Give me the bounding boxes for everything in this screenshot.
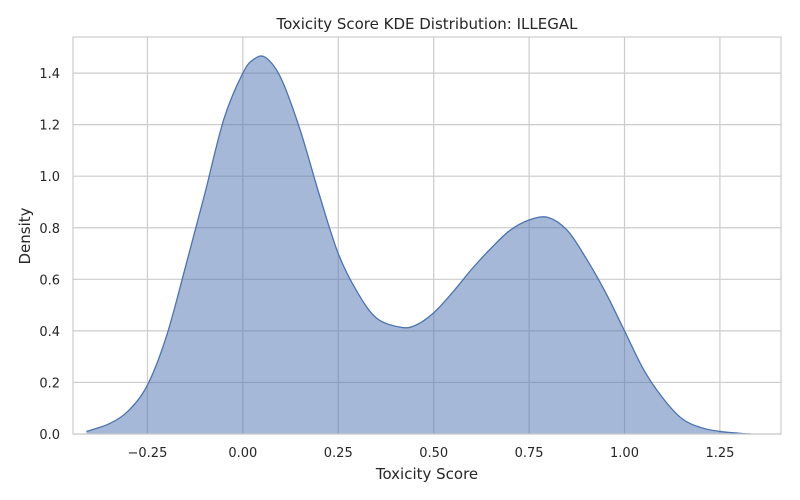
density-area-layer — [86, 55, 751, 435]
y-tick-label: 1.4 — [39, 67, 60, 82]
tick-labels: −0.25 0.00 0.25 0.50 0.75 1.00 1.25 0.0 0.2 0.4 0.… — [39, 67, 734, 461]
y-tick-label: 0.0 — [39, 428, 60, 443]
x-tick-label: −0.25 — [128, 446, 168, 461]
x-axis-label: Toxicity Score — [375, 465, 478, 483]
x-tick-label: 0.00 — [228, 446, 257, 461]
y-tick-label: 0.2 — [39, 376, 60, 391]
x-tick-label: 1.25 — [705, 446, 734, 461]
density-curve — [86, 55, 751, 435]
y-tick-label: 0.8 — [39, 222, 60, 237]
y-tick-label: 0.4 — [39, 325, 60, 340]
plot-frame — [72, 36, 782, 435]
x-tick-label: 0.25 — [324, 446, 353, 461]
y-axis-label: Density — [16, 207, 34, 264]
y-tick-label: 1.0 — [39, 170, 60, 185]
chart-title: Toxicity Score KDE Distribution: ILLEGAL — [276, 15, 579, 33]
y-tick-label: 0.6 — [39, 273, 60, 288]
density-area-fill — [86, 55, 751, 434]
x-tick-label: 1.00 — [610, 446, 639, 461]
x-tick-label: 0.50 — [419, 446, 448, 461]
y-tick-label: 1.2 — [39, 119, 60, 134]
x-tick-label: 0.75 — [515, 446, 544, 461]
